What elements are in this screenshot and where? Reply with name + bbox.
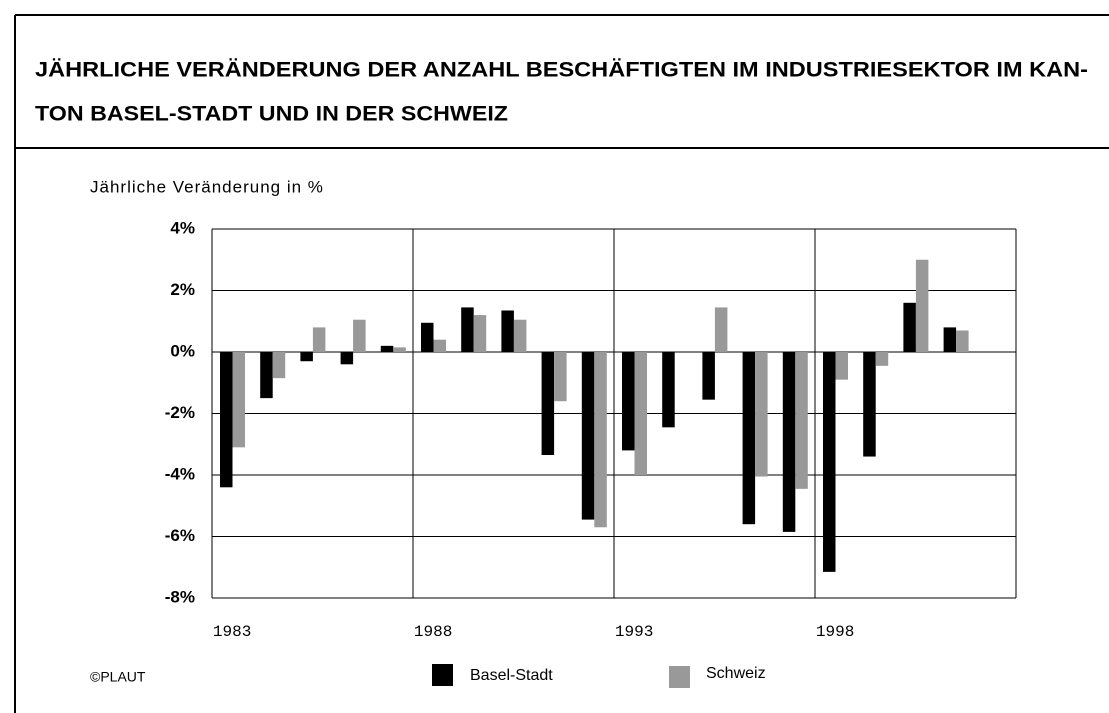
bar <box>380 345 394 352</box>
bar <box>903 302 916 352</box>
chart-title: JÄHRLICHE VERÄNDERUNG DER ANZAHL BESCHÄF… <box>35 59 1088 82</box>
bar <box>823 352 836 572</box>
bar <box>956 330 969 352</box>
y-tick-label: 4% <box>170 218 195 237</box>
bar <box>232 352 245 448</box>
x-tick-label: 1988 <box>414 623 452 641</box>
legend-swatch <box>432 664 453 686</box>
y-tick-label: -8% <box>165 587 195 606</box>
bar <box>594 352 607 528</box>
y-tick-label: -4% <box>165 464 195 483</box>
bar <box>782 352 796 532</box>
y-tick-label: 0% <box>170 341 195 360</box>
bar <box>393 347 406 352</box>
bar <box>272 352 286 379</box>
bar <box>501 310 514 352</box>
bar <box>473 315 487 352</box>
bar <box>554 352 567 402</box>
x-tick-label: 1993 <box>615 623 653 641</box>
legend-label: Basel-Stadt <box>470 667 553 684</box>
bar <box>702 352 715 400</box>
y-axis-label: Jährliche Veränderung in % <box>90 177 324 196</box>
y-tick-label: 2% <box>170 280 195 299</box>
bar <box>541 352 555 456</box>
bar <box>755 352 768 477</box>
legend-swatch <box>669 666 690 688</box>
bar <box>353 319 366 352</box>
bar <box>581 352 595 520</box>
x-tick-label: 1983 <box>213 623 251 641</box>
bar <box>622 352 635 451</box>
bar <box>662 352 675 428</box>
bar <box>795 352 808 489</box>
bar <box>340 352 354 365</box>
bar <box>835 352 848 380</box>
bar <box>943 327 957 352</box>
bar <box>513 319 527 352</box>
bar <box>915 259 929 352</box>
y-tick-label: -6% <box>165 526 195 545</box>
y-tick-label: -2% <box>165 403 195 422</box>
bar <box>742 352 756 525</box>
bar <box>220 352 233 488</box>
bar <box>461 307 474 352</box>
bar <box>634 352 647 475</box>
x-tick-label: 1998 <box>816 623 854 641</box>
bar <box>421 322 434 352</box>
bar <box>260 352 273 399</box>
bar <box>300 352 313 362</box>
source: ©PLAUT <box>90 669 146 685</box>
legend-label: Schweiz <box>706 665 766 682</box>
bar <box>875 352 889 366</box>
bar <box>433 339 446 352</box>
chart-title: TON BASEL-STADT UND IN DER SCHWEIZ <box>35 103 508 126</box>
bar <box>312 327 326 352</box>
bar <box>863 352 876 457</box>
bar <box>714 307 728 352</box>
